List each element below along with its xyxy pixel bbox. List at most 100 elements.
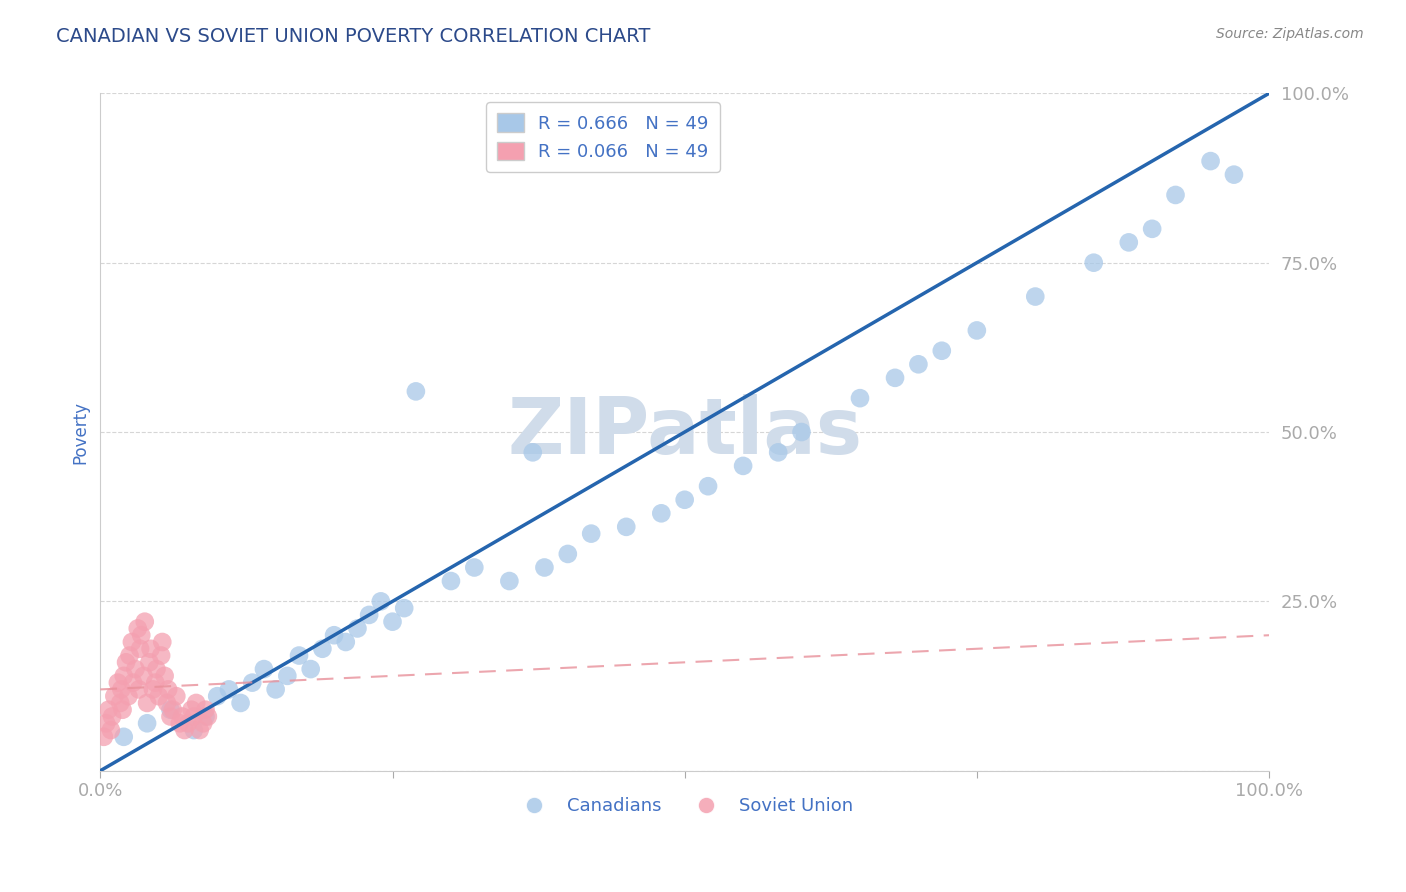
Point [110,696,132,710]
Point [1199,154,1222,169]
Point [1140,222,1163,236]
Point [533,560,555,574]
Point [145,662,167,676]
Point [110,682,132,697]
Point [440,574,463,588]
Point [136,696,159,710]
Point [733,458,755,473]
Y-axis label: Poverty: Poverty [72,401,89,464]
Point [186,696,208,710]
Point [522,445,544,459]
Point [117,689,139,703]
Point [173,723,195,737]
Point [157,682,180,697]
Point [107,675,129,690]
Point [172,709,194,723]
Point [159,709,181,723]
Point [136,716,159,731]
Point [115,656,138,670]
Point [1083,255,1105,269]
Point [359,607,381,622]
Point [194,709,217,723]
Point [169,716,191,731]
Point [240,675,263,690]
Point [579,526,602,541]
Point [884,371,907,385]
Point [650,506,672,520]
Point [276,669,298,683]
Point [150,648,173,663]
Point [335,635,357,649]
Point [346,622,368,636]
Point [139,641,162,656]
Point [143,675,166,690]
Point [138,656,160,670]
Point [118,648,141,663]
Point [122,675,145,690]
Point [323,628,346,642]
Point [370,594,392,608]
Point [557,547,579,561]
Point [907,357,929,371]
Point [288,648,311,663]
Point [127,622,149,636]
Point [463,560,485,574]
Point [253,662,276,676]
Point [673,492,696,507]
Point [177,716,200,731]
Point [1164,188,1187,202]
Point [931,343,953,358]
Point [218,682,240,697]
Point [183,709,205,723]
Point [188,723,211,737]
Point [614,520,637,534]
Point [1024,289,1046,303]
Legend: Canadians, Soviet Union: Canadians, Soviet Union [509,790,860,822]
Point [392,601,415,615]
Point [129,628,152,642]
Point [790,425,813,439]
Point [150,635,173,649]
Point [148,689,170,703]
Point [180,703,202,717]
Point [311,641,333,656]
Point [100,723,122,737]
Point [183,723,205,737]
Point [159,703,181,717]
Point [299,662,322,676]
Point [162,703,184,717]
Point [766,445,789,459]
Point [197,709,219,723]
Point [111,703,134,717]
Point [194,703,217,717]
Point [264,682,287,697]
Point [103,689,125,703]
Point [165,689,187,703]
Point [153,669,176,683]
Point [229,696,252,710]
Point [381,615,404,629]
Point [128,682,150,697]
Point [121,635,143,649]
Point [134,615,156,629]
Point [112,669,135,683]
Point [124,662,146,676]
Point [697,479,720,493]
Point [129,641,152,656]
Point [97,703,120,717]
Point [1118,235,1140,250]
Point [205,689,228,703]
Point [132,669,155,683]
Point [112,730,135,744]
Point [101,709,124,723]
Point [156,696,179,710]
Point [93,730,115,744]
Text: CANADIAN VS SOVIET UNION POVERTY CORRELATION CHART: CANADIAN VS SOVIET UNION POVERTY CORRELA… [56,27,651,45]
Text: ZIPatlas: ZIPatlas [508,394,862,470]
Point [193,716,215,731]
Point [405,384,427,399]
Point [142,682,165,697]
Point [849,391,872,405]
Point [1223,168,1246,182]
Point [96,716,118,731]
